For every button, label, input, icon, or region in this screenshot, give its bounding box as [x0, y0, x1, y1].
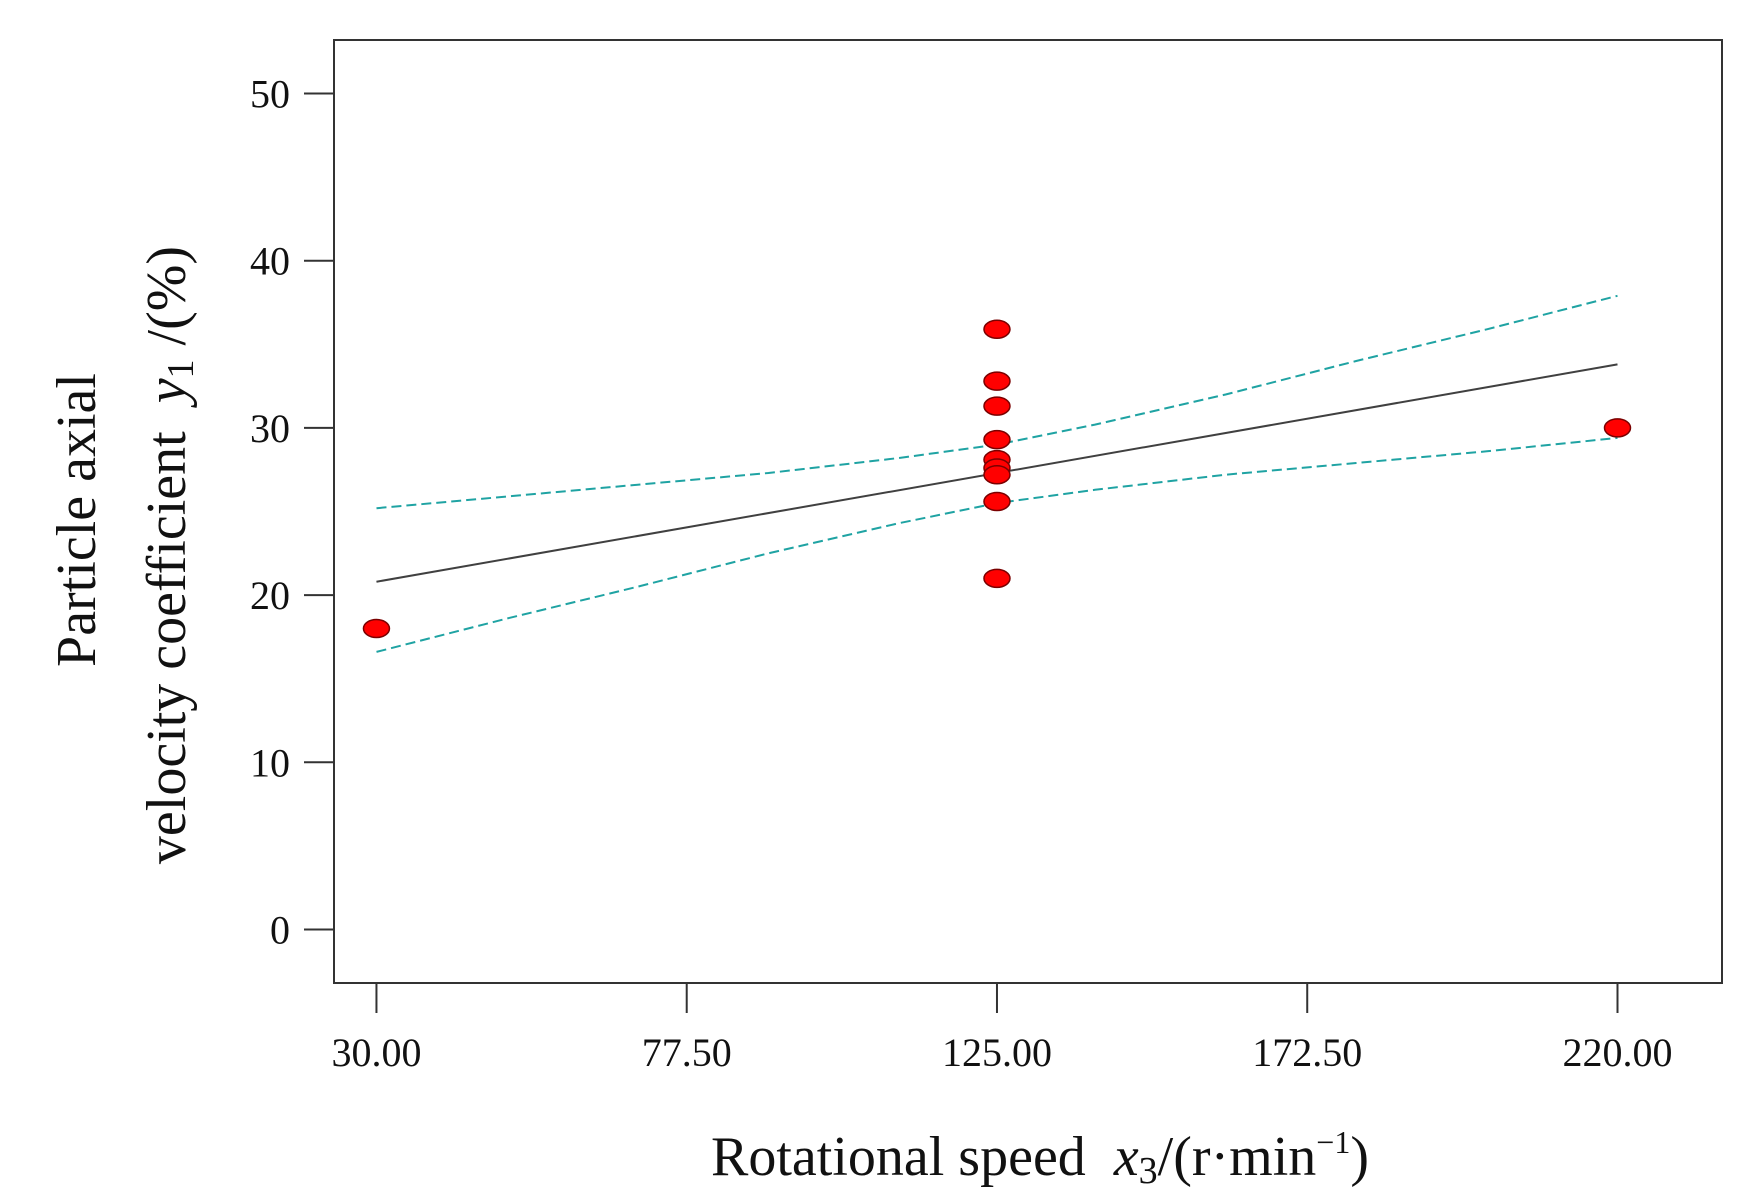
x-axis-unit-suffix: )	[1350, 1126, 1369, 1188]
y-axis-var-sub: 1	[160, 359, 202, 378]
x-axis-unit-prefix: /(r·min	[1158, 1126, 1317, 1188]
data-point	[362, 618, 391, 639]
x-axis-ticks: 30.00 77.50 125.00 172.50 220.00	[331, 983, 1672, 1075]
y-tick-label: 50	[250, 72, 290, 117]
x-tick-label: 125.00	[942, 1030, 1052, 1075]
x-tick-label: 77.50	[642, 1030, 732, 1075]
data-point	[983, 568, 1011, 589]
data-points	[362, 319, 1632, 639]
x-axis-var-sub: 3	[1139, 1150, 1158, 1192]
y-tick-label: 40	[250, 239, 290, 284]
y-tick-label: 10	[250, 740, 290, 785]
x-tick-label: 172.50	[1252, 1030, 1362, 1075]
y-axis-unit: /(%)	[136, 246, 198, 346]
x-tick-label: 220.00	[1562, 1030, 1672, 1075]
data-point	[983, 429, 1011, 450]
x-tick-label: 30.00	[331, 1030, 421, 1075]
x-axis-unit-sup: −1	[1316, 1124, 1350, 1160]
y-tick-label: 0	[270, 907, 290, 952]
data-point	[1603, 418, 1632, 438]
y-axis-title-line1: Particle axial	[46, 373, 108, 667]
data-point	[983, 396, 1011, 416]
data-point	[983, 464, 1011, 485]
x-axis-title-main: Rotational speed	[711, 1126, 1086, 1188]
plot-frame	[333, 39, 1723, 984]
data-point	[983, 371, 1011, 391]
y-axis-title-line2: velocity coefficient y1 /(%)	[136, 246, 202, 864]
x-axis-title: Rotational speed x3/(r·min−1)	[711, 1124, 1369, 1192]
y-axis-title-main: velocity coefficient	[136, 431, 198, 864]
data-point	[983, 491, 1011, 512]
y-axis-var: y	[136, 378, 198, 408]
y-tick-label: 30	[250, 406, 290, 451]
data-point	[983, 319, 1011, 340]
y-tick-label: 20	[250, 573, 290, 618]
x-axis-var: x	[1113, 1126, 1139, 1188]
y-axis-ticks: 0 10 20 30 40 50	[250, 72, 334, 952]
